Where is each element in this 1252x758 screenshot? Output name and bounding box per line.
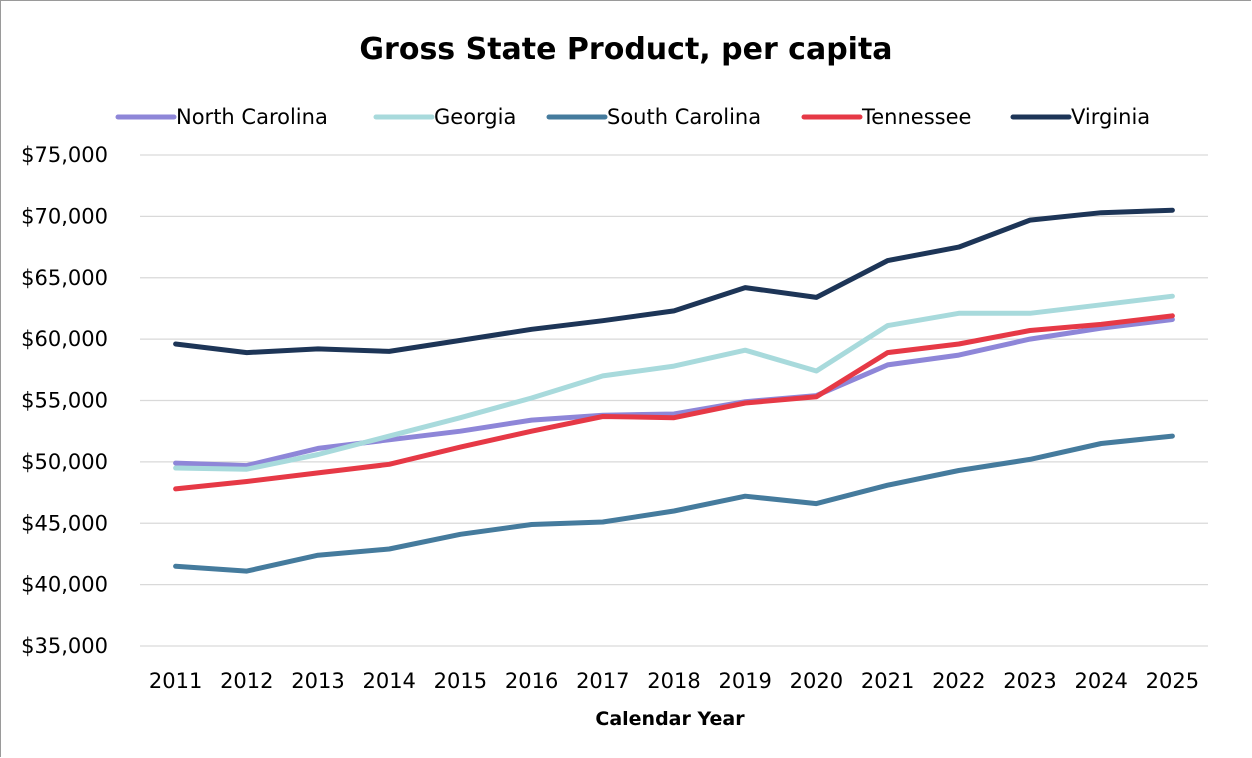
x-tick-label: 2011: [149, 669, 202, 693]
x-tick-label: 2012: [220, 669, 273, 693]
x-axis-title: Calendar Year: [595, 708, 745, 730]
y-tick-label: $75,000: [21, 143, 108, 167]
x-tick-label: 2014: [362, 669, 415, 693]
x-tick-label: 2025: [1146, 669, 1199, 693]
y-tick-label: $50,000: [21, 450, 108, 474]
y-tick-label: $60,000: [21, 327, 108, 351]
x-tick-label: 2019: [718, 669, 771, 693]
x-tick-label: 2023: [1003, 669, 1056, 693]
legend-item-north-carolina: North Carolina: [115, 105, 328, 129]
y-tick-label: $65,000: [21, 266, 108, 290]
y-tick-label: $55,000: [21, 389, 108, 413]
legend-label: Tennessee: [861, 105, 971, 129]
legend-item-georgia: Georgia: [373, 105, 516, 129]
series-lines: [173, 207, 1175, 574]
legend-item-south-carolina: South Carolina: [546, 105, 761, 129]
y-tick-label: $35,000: [21, 634, 108, 658]
x-tick-label: 2024: [1074, 669, 1127, 693]
x-tick-label: 2020: [790, 669, 843, 693]
x-tick-label: 2017: [576, 669, 629, 693]
x-tick-label: 2016: [505, 669, 558, 693]
series-line-georgia: [173, 293, 1175, 472]
legend-label: Virginia: [1071, 105, 1150, 129]
y-axis: $35,000 $40,000 $45,000 $50,000 $55,000 $60,0…: [21, 143, 108, 658]
series-line-north-carolina: [173, 317, 1175, 469]
x-axis: 2011 2012 2013 2014 2015 2016 2017 2018 2019 2020…: [149, 669, 1199, 693]
chart-title: Gross State Product, per capita: [359, 32, 892, 67]
gridlines: [140, 154, 1208, 647]
x-tick-label: 2021: [861, 669, 914, 693]
series-line-virginia: [173, 207, 1175, 356]
y-tick-label: $45,000: [21, 511, 108, 535]
legend-label: Georgia: [434, 105, 516, 129]
x-tick-label: 2015: [434, 669, 487, 693]
x-tick-label: 2018: [647, 669, 700, 693]
legend-label: North Carolina: [176, 105, 328, 129]
series-line-tennessee: [173, 313, 1175, 492]
legend-label: South Carolina: [607, 105, 761, 129]
y-tick-label: $40,000: [21, 573, 108, 597]
y-tick-label: $70,000: [21, 204, 108, 228]
legend-item-virginia: Virginia: [1010, 105, 1150, 129]
x-tick-label: 2013: [291, 669, 344, 693]
legend-item-tennessee: Tennessee: [801, 105, 971, 129]
legend: North Carolina Georgia South Carolina Tenne…: [115, 105, 1150, 129]
series-line-south-carolina: [173, 433, 1175, 574]
x-tick-label: 2022: [932, 669, 985, 693]
